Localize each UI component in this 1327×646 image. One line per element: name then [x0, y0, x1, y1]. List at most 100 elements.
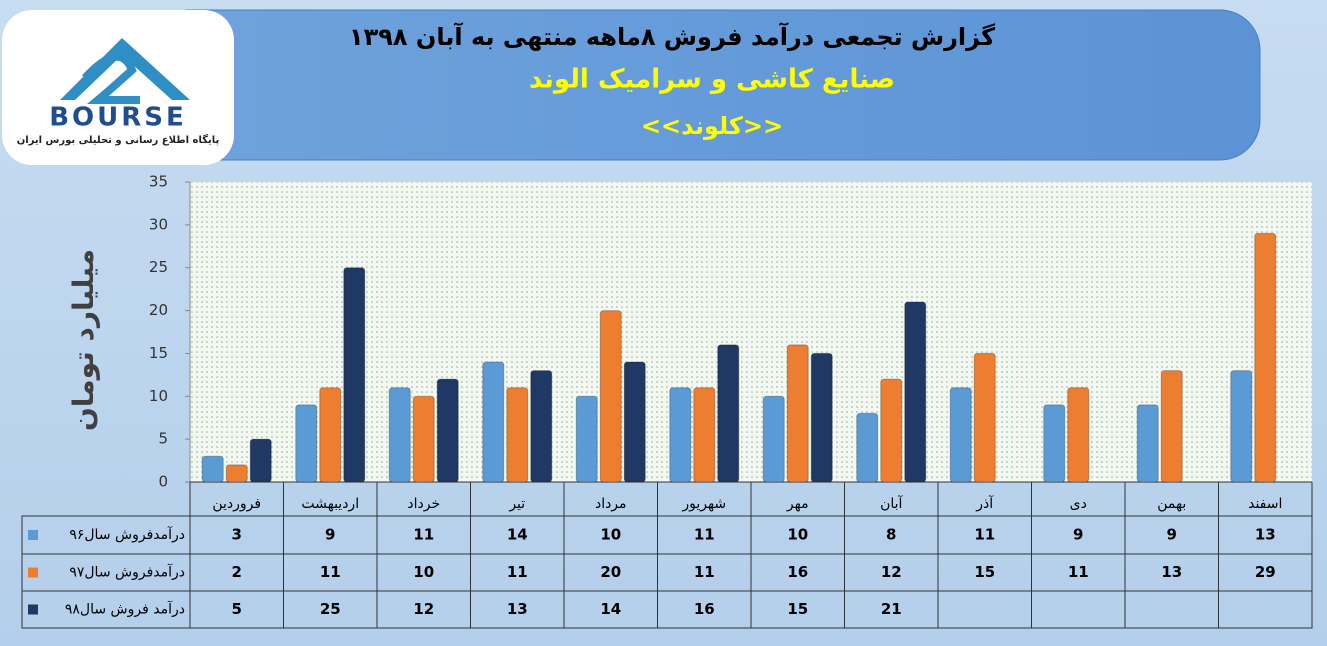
- legend-swatch: [28, 567, 38, 578]
- x-tick-label: مهر: [786, 496, 809, 512]
- table-value: 10: [413, 563, 434, 581]
- bar: [225, 464, 248, 483]
- bar: [693, 387, 716, 483]
- bar: [575, 395, 598, 483]
- legend-label: درآمدفروش سال۹۷: [69, 564, 185, 581]
- table-value: 11: [507, 563, 528, 581]
- x-tick-label: آبان: [880, 495, 903, 512]
- legend-label: درآمد فروش سال۹۸: [65, 601, 185, 618]
- table-value: 11: [413, 526, 434, 544]
- bar: [810, 352, 833, 483]
- bar: [949, 387, 972, 483]
- bar: [436, 378, 459, 483]
- bar: [786, 344, 809, 483]
- bar: [319, 387, 342, 483]
- table-value: 16: [694, 600, 715, 618]
- legend-swatch: [28, 604, 38, 615]
- bar: [904, 301, 927, 483]
- table-value: 14: [507, 526, 528, 544]
- y-tick-label: 10: [149, 387, 168, 405]
- bar: [412, 395, 435, 483]
- bar: [599, 310, 622, 483]
- bar: [1067, 387, 1090, 483]
- table-value: 10: [600, 526, 621, 544]
- table-value: 16: [787, 563, 808, 581]
- x-tick-label: فروردین: [212, 496, 261, 512]
- table-value: 14: [600, 600, 621, 618]
- chart-title: گزارش تجمعی درآمد فروش ۸ماهه منتهی به آب…: [349, 22, 995, 51]
- bar: [482, 361, 505, 483]
- table-value: 29: [1255, 563, 1276, 581]
- table-value: 2: [232, 563, 242, 581]
- table-value: 9: [325, 526, 335, 544]
- table-value: 25: [320, 600, 341, 618]
- bar: [762, 395, 785, 483]
- table-value: 9: [1167, 526, 1177, 544]
- x-tick-label: دی: [1070, 496, 1087, 512]
- y-tick-label: 5: [158, 430, 168, 448]
- table-value: 20: [600, 563, 621, 581]
- bar: [343, 267, 366, 483]
- table-value: 9: [1073, 526, 1083, 544]
- y-axis-label: میلیارد تومان: [67, 249, 100, 431]
- logo-caption: پایگاه اطلاع رسانی و تحلیلی بورس ایران: [17, 133, 220, 146]
- bar: [1136, 404, 1159, 483]
- x-tick-label: تیر: [508, 496, 525, 512]
- bar: [506, 387, 529, 483]
- legend-swatch: [28, 530, 38, 540]
- table-value: 11: [974, 526, 995, 544]
- y-tick-label: 20: [149, 301, 168, 319]
- logo-icon: [60, 38, 190, 104]
- y-tick-label: 30: [149, 215, 168, 233]
- x-tick-label: خرداد: [407, 496, 440, 512]
- chart-subtitle: صنایع کاشی و سرامیک الوند: [529, 65, 895, 95]
- y-tick-label: 0: [158, 473, 168, 491]
- x-tick-label: بهمن: [1157, 496, 1186, 512]
- x-tick-label: اردیبهشت: [301, 496, 359, 512]
- table-value: 11: [1068, 563, 1089, 581]
- symbol: <<کلوند>>: [641, 112, 783, 140]
- table-value: 15: [787, 600, 808, 618]
- table-value: 13: [1255, 526, 1276, 544]
- bar: [201, 455, 224, 483]
- table-value: 12: [413, 600, 434, 618]
- bar: [856, 412, 879, 483]
- bar: [388, 387, 411, 483]
- table-value: 11: [320, 563, 341, 581]
- table-value: 13: [507, 600, 528, 618]
- table-value: 3: [232, 526, 242, 544]
- y-tick-label: 25: [149, 258, 168, 276]
- bar: [1230, 370, 1253, 483]
- plot-area: [190, 182, 1312, 482]
- bar: [880, 378, 903, 483]
- table-value: 13: [1161, 563, 1182, 581]
- bar: [1160, 370, 1183, 483]
- y-tick-label: 15: [149, 344, 168, 362]
- y-tick-label: 35: [149, 173, 168, 191]
- legend-label: درآمدفروش سال۹۶: [69, 526, 185, 543]
- bar: [623, 361, 646, 483]
- bar: [973, 352, 996, 483]
- table-value: 8: [886, 526, 896, 544]
- table-value: 15: [974, 563, 995, 581]
- bar: [249, 438, 272, 483]
- bar: [530, 370, 553, 483]
- bar: [1254, 232, 1277, 483]
- bar: [1043, 404, 1066, 483]
- x-tick-label: شهریور: [681, 496, 726, 512]
- x-tick-label: اسفند: [1248, 496, 1282, 512]
- table-value: 21: [881, 600, 902, 618]
- table-value: 10: [787, 526, 808, 544]
- x-tick-label: آذر: [975, 495, 994, 512]
- bar: [295, 404, 318, 483]
- bar: [669, 387, 692, 483]
- logo-text: BOURSE: [49, 103, 187, 133]
- x-tick-label: مرداد: [595, 496, 627, 512]
- bar: [717, 344, 740, 483]
- table-value: 11: [694, 526, 715, 544]
- table-value: 5: [232, 600, 242, 618]
- table-value: 11: [694, 563, 715, 581]
- table-value: 12: [881, 563, 902, 581]
